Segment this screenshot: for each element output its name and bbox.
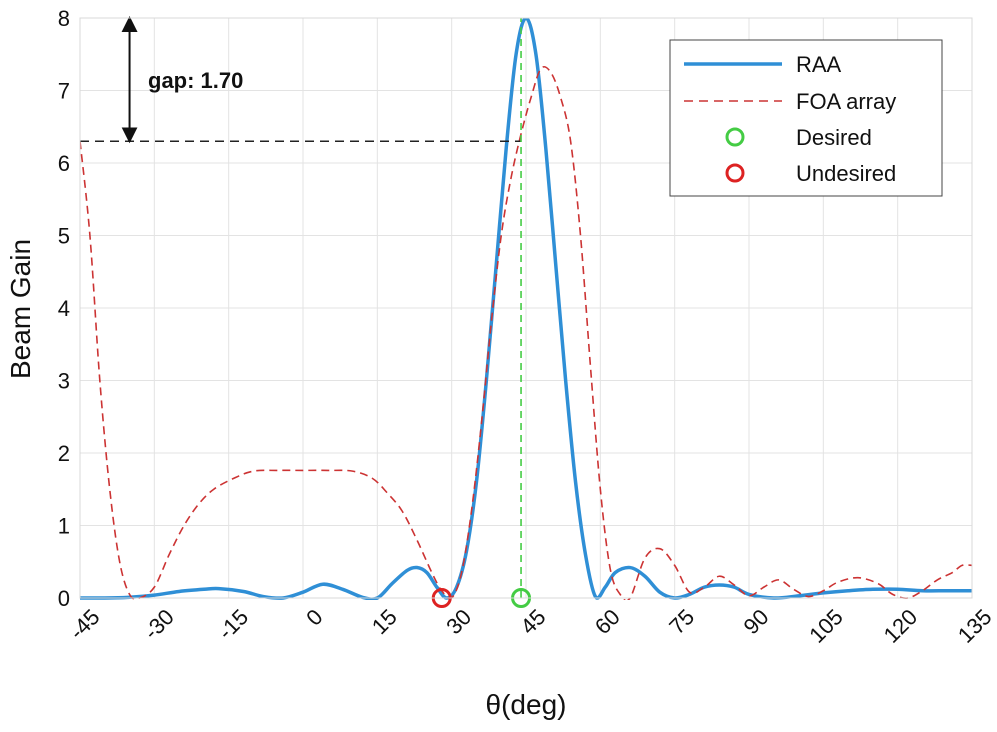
- x-tick-label: 135: [953, 604, 997, 648]
- y-tick-label: 7: [58, 79, 70, 104]
- legend-desired-label: Desired: [796, 125, 872, 150]
- annotation-layer: [80, 16, 522, 598]
- y-tick-label: 1: [58, 514, 70, 539]
- x-tick-label: 15: [367, 604, 402, 639]
- y-axis-title: Beam Gain: [5, 239, 36, 379]
- legend-undesired-label: Undesired: [796, 161, 896, 186]
- gap-annotation-label: gap: 1.70: [148, 68, 243, 93]
- y-tick-label: 2: [58, 441, 70, 466]
- y-tick-label: 3: [58, 369, 70, 394]
- x-tick-label: -30: [139, 604, 179, 644]
- y-tick-label: 5: [58, 224, 70, 249]
- x-tick-label: -45: [64, 604, 104, 644]
- x-tick-labels: -45 -30 -15 0 15 30 45 60 75 90 105 120 135: [64, 604, 996, 648]
- y-tick-label: 6: [58, 151, 70, 176]
- y-tick-labels: 0 1 2 3 4 5 6 7 8: [58, 6, 70, 611]
- x-tick-label: 90: [739, 604, 774, 639]
- y-tick-label: 0: [58, 586, 70, 611]
- x-tick-label: 105: [804, 604, 848, 648]
- x-tick-label: 30: [441, 604, 476, 639]
- legend-desired-swatch: [725, 127, 745, 147]
- legend-box: [669, 39, 943, 197]
- x-tick-label: 60: [590, 604, 625, 639]
- legend-raa-label: RAA: [796, 52, 842, 77]
- x-tick-label: 75: [664, 604, 699, 639]
- legend-foa-label: FOA array: [796, 89, 896, 114]
- legend-undesired-swatch: [725, 163, 745, 183]
- legend: RAA FOA array Desired Undesired: [669, 39, 943, 197]
- x-tick-label: 45: [516, 604, 551, 639]
- series-line-foa-array: [80, 65, 972, 600]
- x-tick-label: 0: [301, 604, 327, 630]
- x-tick-label: 120: [879, 604, 923, 648]
- x-tick-label: -15: [213, 604, 253, 644]
- y-tick-label: 4: [58, 296, 70, 321]
- plot-frame: [79, 17, 973, 599]
- x-axis-title: θ(deg): [486, 689, 567, 720]
- y-tick-label: 8: [58, 6, 70, 31]
